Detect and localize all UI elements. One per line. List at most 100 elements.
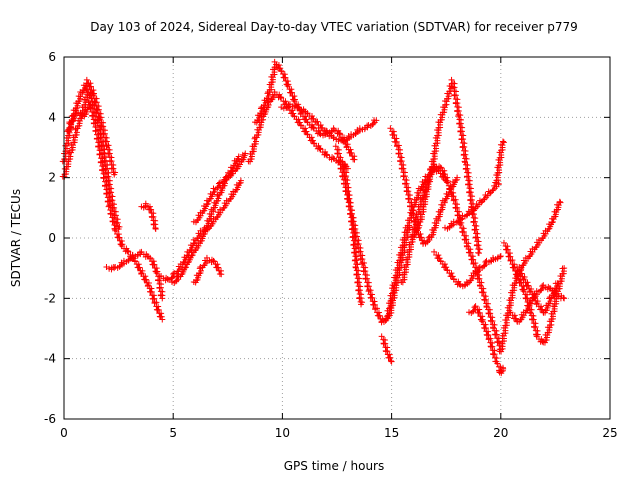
data-point-marker bbox=[472, 303, 479, 310]
data-point-marker bbox=[159, 316, 166, 323]
data-point-marker bbox=[107, 211, 114, 218]
data-point-marker bbox=[561, 295, 568, 302]
x-tick-label: 0 bbox=[60, 426, 68, 440]
data-point-marker bbox=[458, 136, 465, 143]
data-point-marker bbox=[136, 249, 143, 256]
axis-ticks: 0 5 10 15 20 25 -6 -4 -2 0 2 4 6 bbox=[44, 50, 618, 440]
data-point-marker bbox=[496, 154, 503, 161]
chart-title: Day 103 of 2024, Sidereal Day-to-day VTE… bbox=[90, 20, 578, 34]
data-point-marker bbox=[100, 131, 107, 138]
data-point-marker bbox=[455, 113, 462, 120]
data-point-marker bbox=[285, 101, 292, 108]
data-point-marker bbox=[111, 212, 118, 219]
data-point-marker bbox=[468, 256, 475, 263]
data-point-marker bbox=[522, 295, 529, 302]
data-point-marker bbox=[386, 305, 393, 312]
data-point-marker bbox=[479, 318, 486, 325]
data-point-marker bbox=[386, 351, 393, 358]
data-point-marker bbox=[105, 203, 112, 210]
data-point-marker bbox=[89, 90, 96, 97]
data-point-marker bbox=[314, 118, 321, 125]
y-tick-label: 4 bbox=[48, 110, 56, 124]
data-point-marker bbox=[281, 74, 288, 81]
data-point-marker bbox=[413, 227, 420, 234]
data-point-marker bbox=[99, 167, 106, 174]
data-point-marker bbox=[452, 205, 459, 212]
data-point-marker bbox=[503, 246, 510, 253]
data-point-marker bbox=[65, 132, 72, 139]
data-point-marker bbox=[483, 303, 490, 310]
data-point-marker bbox=[153, 268, 160, 275]
data-point-marker bbox=[352, 263, 359, 270]
data-point-marker bbox=[156, 285, 163, 292]
data-point-marker bbox=[360, 268, 367, 275]
x-axis-label: GPS time / hours bbox=[284, 459, 385, 473]
data-point-marker bbox=[345, 203, 352, 210]
data-point-marker bbox=[507, 309, 514, 316]
data-point-marker bbox=[135, 264, 142, 271]
data-point-marker bbox=[527, 288, 534, 295]
data-point-marker bbox=[520, 286, 527, 293]
data-point-marker bbox=[499, 142, 506, 149]
data-point-marker bbox=[265, 92, 272, 99]
data-point-marker bbox=[449, 84, 456, 91]
data-point-marker bbox=[539, 283, 546, 290]
data-point-marker bbox=[316, 130, 323, 137]
data-point-marker bbox=[237, 177, 244, 184]
data-point-marker bbox=[90, 92, 97, 99]
data-point-marker bbox=[498, 147, 505, 154]
data-point-marker bbox=[147, 289, 154, 296]
data-point-marker bbox=[451, 92, 458, 99]
data-point-marker bbox=[490, 351, 497, 358]
data-point-marker bbox=[210, 257, 217, 264]
data-point-marker bbox=[103, 191, 110, 198]
data-point-marker bbox=[304, 131, 311, 138]
data-point-marker bbox=[151, 300, 158, 307]
data-point-marker bbox=[527, 309, 534, 316]
y-tick-label: 6 bbox=[48, 50, 56, 64]
data-point-marker bbox=[336, 130, 343, 137]
data-point-marker bbox=[514, 273, 521, 280]
data-point-marker bbox=[470, 219, 477, 226]
data-point-marker bbox=[355, 287, 362, 294]
data-point-marker bbox=[380, 340, 387, 347]
data-point-marker bbox=[405, 196, 412, 203]
data-point-marker bbox=[514, 263, 521, 270]
data-point-marker bbox=[517, 270, 524, 277]
data-point-marker bbox=[278, 104, 285, 111]
data-point-marker bbox=[470, 260, 477, 267]
data-point-marker bbox=[485, 310, 492, 317]
data-point-marker bbox=[383, 348, 390, 355]
data-point-marker bbox=[150, 221, 157, 228]
data-point-marker bbox=[488, 343, 495, 350]
data-point-marker bbox=[520, 288, 527, 295]
y-tick-label: -6 bbox=[44, 412, 56, 426]
data-point-marker bbox=[498, 346, 505, 353]
data-point-marker bbox=[365, 288, 372, 295]
data-point-marker bbox=[337, 131, 344, 138]
data-point-marker bbox=[403, 188, 410, 195]
data-point-marker bbox=[387, 357, 394, 364]
data-point-marker bbox=[125, 248, 132, 255]
data-point-marker bbox=[395, 150, 402, 157]
data-point-marker bbox=[348, 226, 355, 233]
data-point-marker bbox=[492, 331, 499, 338]
data-point-marker bbox=[154, 307, 161, 314]
data-point-marker bbox=[524, 282, 531, 289]
data-point-marker bbox=[471, 227, 478, 234]
data-point-marker bbox=[281, 71, 288, 78]
data-point-marker bbox=[409, 211, 416, 218]
data-point-marker bbox=[437, 164, 444, 171]
data-point-marker bbox=[454, 174, 461, 181]
data-point-marker bbox=[92, 128, 99, 135]
data-point-marker bbox=[466, 189, 473, 196]
data-point-marker bbox=[500, 239, 507, 246]
data-point-marker bbox=[411, 218, 418, 225]
data-point-marker bbox=[378, 333, 385, 340]
data-point-marker bbox=[103, 174, 110, 181]
data-point-marker bbox=[218, 271, 225, 278]
data-point-marker bbox=[150, 258, 157, 265]
data-point-marker bbox=[316, 145, 323, 152]
data-point-marker bbox=[499, 138, 506, 145]
data-point-marker bbox=[174, 274, 181, 281]
